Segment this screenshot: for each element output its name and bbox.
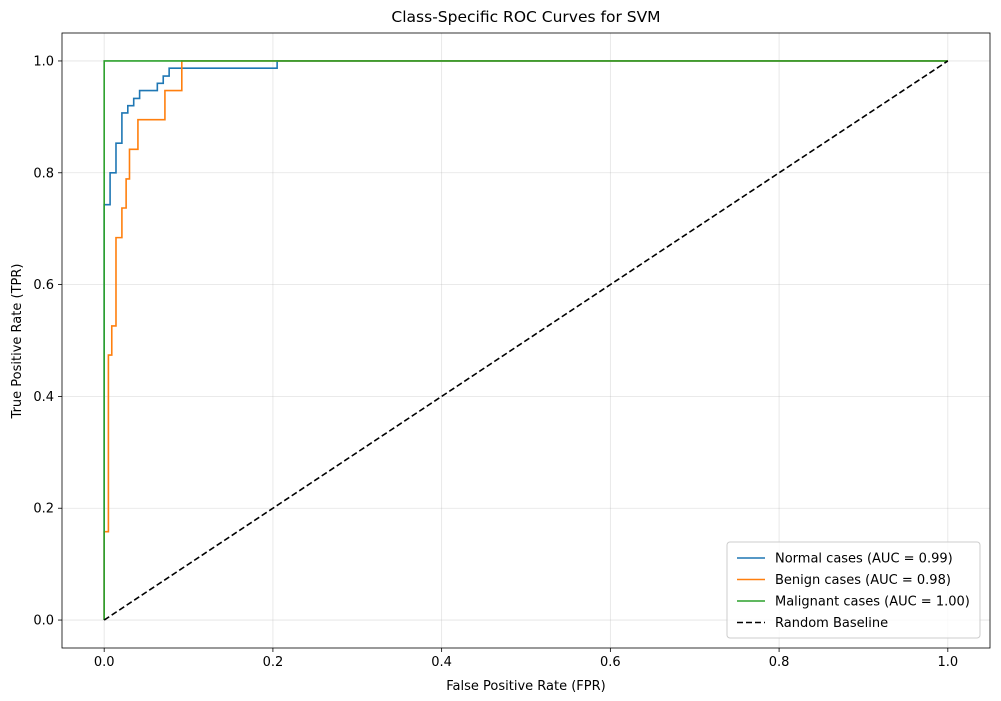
x-tick-label: 0.2 <box>263 655 284 670</box>
plot-frame <box>61 32 991 649</box>
y-axis-label: True Positive Rate (TPR) <box>10 264 25 420</box>
x-axis-label: False Positive Rate (FPR) <box>446 679 605 694</box>
legend: Normal cases (AUC = 0.99) Benign cases (A… <box>726 541 981 639</box>
legend-box <box>726 541 981 639</box>
legend-entry: Malignant cases (AUC = 1.00) <box>775 595 970 610</box>
y-tick-label: 0.2 <box>33 502 54 517</box>
legend-entry: Random Baseline <box>775 616 888 631</box>
series-line-2 <box>103 60 948 621</box>
legend-entry: Normal cases (AUC = 0.99) <box>775 552 953 567</box>
series-layer <box>103 60 949 621</box>
y-tick-label: 0.6 <box>33 278 54 293</box>
x-tick-label: 0.6 <box>600 655 621 670</box>
x-tick-label: 0.4 <box>431 655 452 670</box>
y-tick-label: 0.8 <box>33 166 54 181</box>
legend-entry: Benign cases (AUC = 0.98) <box>775 573 951 588</box>
y-tick-label: 0.4 <box>33 390 54 405</box>
x-axis: 0.0 0.2 0.4 0.6 0.8 1.0 <box>94 648 958 670</box>
series-line-3 <box>103 60 949 621</box>
x-tick-label: 0.0 <box>94 655 115 670</box>
x-tick-label: 1.0 <box>937 655 958 670</box>
y-tick-label: 0.0 <box>33 614 54 629</box>
x-tick-label: 0.8 <box>769 655 790 670</box>
chart-title: Class-Specific ROC Curves for SVM <box>391 8 660 26</box>
y-tick-label: 1.0 <box>33 54 54 69</box>
y-axis: 0.0 0.2 0.4 0.6 0.8 1.0 <box>33 54 62 629</box>
series-line-1 <box>103 60 948 621</box>
series-line-0 <box>103 60 948 621</box>
grid <box>62 33 990 648</box>
